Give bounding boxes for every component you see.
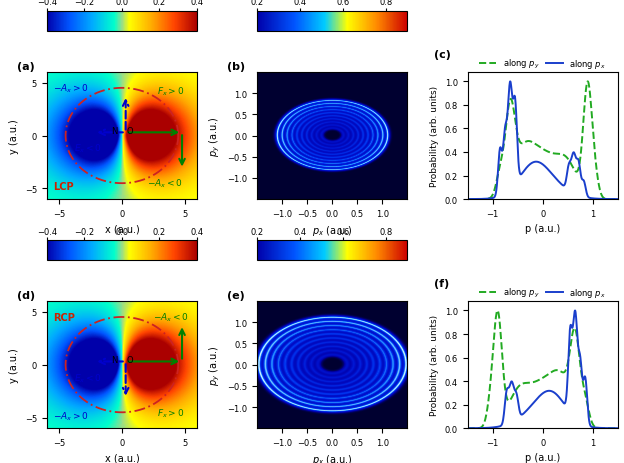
along $p_y$: [503, 394, 510, 399]
Text: $-A_x>0$: $-A_x>0$: [53, 82, 89, 95]
along $p_x$: [464, 197, 471, 202]
Text: O: O: [127, 355, 134, 364]
along $p_y$: [577, 367, 585, 372]
along $p_y$: [490, 334, 498, 339]
Text: N: N: [110, 126, 117, 135]
along $p_x$: [577, 359, 585, 365]
Text: (c): (c): [434, 50, 451, 60]
along $p_x$: [614, 197, 622, 202]
along $p_x$: [553, 177, 560, 182]
Text: (a): (a): [17, 62, 34, 71]
along $p_y$: [532, 379, 540, 384]
Text: (f): (f): [434, 279, 450, 289]
Text: $-A_x<0$: $-A_x<0$: [154, 311, 189, 324]
Y-axis label: y (a.u.): y (a.u.): [9, 348, 19, 382]
Text: $E_x<0$: $E_x<0$: [74, 143, 102, 155]
Text: $-A_x<0$: $-A_x<0$: [147, 177, 183, 190]
along $p_y$: [490, 189, 498, 194]
along $p_x$: [502, 390, 510, 396]
Line: along $p_y$: along $p_y$: [467, 82, 618, 200]
along $p_x$: [490, 425, 498, 430]
along $p_x$: [507, 80, 514, 85]
along $p_y$: [464, 197, 471, 202]
Y-axis label: y (a.u.): y (a.u.): [9, 119, 19, 154]
along $p_x$: [564, 369, 572, 375]
along $p_x$: [577, 173, 585, 178]
Text: O: O: [127, 126, 134, 135]
Y-axis label: Probability (arb. units): Probability (arb. units): [430, 86, 439, 187]
along $p_y$: [494, 308, 501, 313]
Line: along $p_x$: along $p_x$: [467, 311, 618, 428]
along $p_y$: [553, 368, 560, 373]
along $p_y$: [502, 124, 510, 129]
along $p_y$: [577, 153, 585, 158]
along $p_x$: [564, 165, 572, 170]
X-axis label: p (a.u.): p (a.u.): [525, 224, 560, 234]
along $p_y$: [564, 156, 572, 162]
Text: $-A_x>0$: $-A_x>0$: [53, 409, 89, 422]
along $p_x$: [464, 425, 471, 431]
Text: (b): (b): [227, 62, 245, 71]
along $p_y$: [532, 142, 539, 148]
along $p_x$: [502, 120, 510, 125]
along $p_y$: [564, 359, 572, 364]
along $p_y$: [464, 425, 471, 431]
Y-axis label: $p_y$ (a.u.): $p_y$ (a.u.): [207, 344, 222, 385]
X-axis label: $p_x$ (a.u.): $p_x$ (a.u.): [312, 452, 353, 463]
Legend: along $p_y$, along $p_x$: along $p_y$, along $p_x$: [476, 54, 610, 74]
Text: $F_x>0$: $F_x>0$: [157, 406, 184, 419]
X-axis label: x (a.u.): x (a.u.): [105, 224, 139, 234]
Line: along $p_y$: along $p_y$: [467, 311, 618, 428]
along $p_y$: [614, 425, 622, 431]
along $p_y$: [552, 151, 560, 157]
along $p_x$: [532, 160, 540, 165]
along $p_x$: [490, 195, 498, 201]
along $p_x$: [552, 391, 560, 397]
Text: (d): (d): [17, 290, 35, 300]
X-axis label: x (a.u.): x (a.u.): [105, 452, 139, 463]
along $p_y$: [584, 80, 592, 85]
along $p_y$: [614, 197, 622, 202]
along $p_x$: [614, 425, 622, 431]
X-axis label: $p_x$ (a.u.): $p_x$ (a.u.): [312, 224, 353, 238]
Y-axis label: Probability (arb. units): Probability (arb. units): [430, 314, 439, 415]
Y-axis label: $p_y$ (a.u.): $p_y$ (a.u.): [207, 116, 222, 156]
Text: $E_x<0$: $E_x<0$: [74, 371, 102, 384]
Line: along $p_x$: along $p_x$: [467, 82, 618, 200]
Text: N: N: [110, 355, 117, 364]
Text: RCP: RCP: [53, 312, 75, 322]
Text: LCP: LCP: [53, 182, 74, 192]
Text: $F_x>0$: $F_x>0$: [157, 86, 184, 98]
Legend: along $p_y$, along $p_x$: along $p_y$, along $p_x$: [476, 283, 610, 303]
along $p_x$: [532, 398, 539, 403]
Text: (e): (e): [227, 290, 245, 300]
along $p_x$: [572, 308, 579, 313]
X-axis label: p (a.u.): p (a.u.): [525, 452, 560, 463]
